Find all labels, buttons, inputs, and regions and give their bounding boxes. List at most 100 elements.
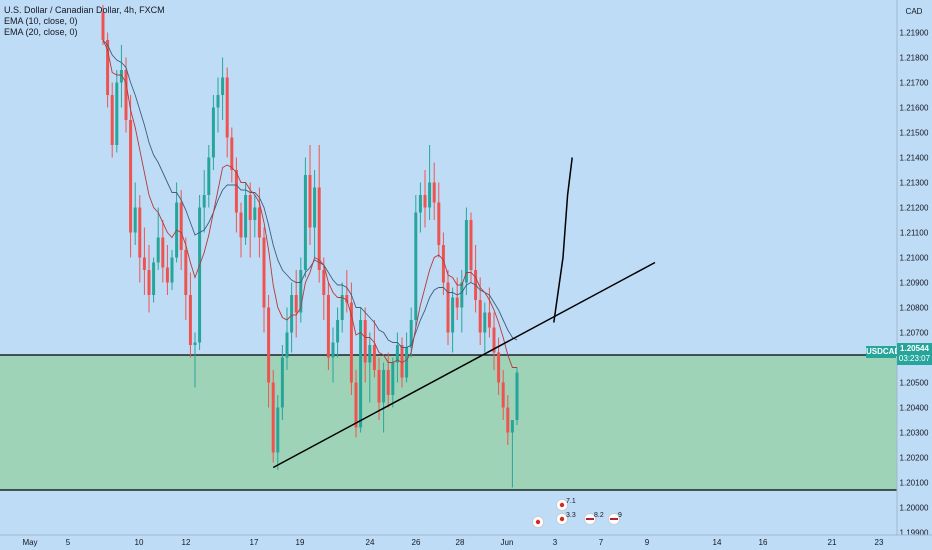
price-badge: 1.20544 03:23:07 xyxy=(897,343,932,365)
candle-body xyxy=(423,195,427,208)
time-tick: 12 xyxy=(182,538,191,547)
maple-leaf-icon xyxy=(559,502,565,508)
candle-body xyxy=(239,212,243,238)
candle-body xyxy=(244,195,248,238)
candle-body xyxy=(225,77,229,138)
candle-body xyxy=(322,270,326,295)
candle-body xyxy=(372,345,376,370)
price-tick: 1.20000 xyxy=(900,504,929,513)
candle-body xyxy=(280,357,284,408)
price-tick: 1.20500 xyxy=(900,379,929,388)
price-tick: 1.21600 xyxy=(900,104,929,113)
candle-body xyxy=(336,320,340,343)
candle-body xyxy=(515,372,519,420)
candle-body xyxy=(506,407,510,433)
price-tick: 1.20300 xyxy=(900,429,929,438)
candle-body xyxy=(101,12,105,40)
candle-body xyxy=(386,370,390,395)
candle-body xyxy=(395,345,399,363)
candle-body xyxy=(234,170,238,213)
candle-body xyxy=(161,237,165,268)
chart-legend: U.S. Dollar / Canadian Dollar, 4h, FXCM … xyxy=(4,5,165,38)
maple-leaf-icon xyxy=(559,516,565,522)
candle-body xyxy=(147,270,151,295)
time-axis[interactable]: May 5 10 12 17 19 24 26 28 Jun 3 7 9 14 16 21 23 xyxy=(0,534,932,547)
candle-body xyxy=(276,407,280,453)
candle-body xyxy=(262,237,266,308)
price-tick: 1.20900 xyxy=(900,279,929,288)
time-tick: May xyxy=(22,538,37,547)
candle-body xyxy=(216,95,220,108)
candle-body xyxy=(349,302,353,383)
candle-body xyxy=(133,207,137,233)
candle-body xyxy=(405,347,409,378)
legend-ema20[interactable]: EMA (20, close, 0) xyxy=(4,27,78,37)
ema20-line xyxy=(102,39,518,348)
candle-body xyxy=(184,250,188,295)
price-tick: 1.21200 xyxy=(900,204,929,213)
candle-body xyxy=(290,295,294,333)
candle-body xyxy=(400,345,404,378)
candle-body xyxy=(106,40,110,95)
legend-symbol[interactable]: U.S. Dollar / Canadian Dollar, 4h, FXCM xyxy=(4,5,165,15)
candle-body xyxy=(294,295,298,313)
time-tick: 17 xyxy=(250,538,259,547)
candle-body xyxy=(188,295,192,345)
candle-body xyxy=(464,220,468,283)
candle-body xyxy=(363,320,367,363)
candle-body xyxy=(317,187,321,270)
candle-body xyxy=(257,207,261,238)
us-stripes-icon xyxy=(610,518,618,520)
projection-line xyxy=(553,157,573,323)
event-markers[interactable]: 7.1 3.3 8.2 9 xyxy=(532,498,623,528)
candle-body xyxy=(354,382,358,428)
price-tick: 1.19900 xyxy=(900,529,929,538)
legend-ema10[interactable]: EMA (10, close, 0) xyxy=(4,16,78,26)
time-tick: 26 xyxy=(412,538,421,547)
candle-body xyxy=(221,77,225,95)
trendline xyxy=(272,261,656,469)
current-price: 1.20544 xyxy=(900,344,929,353)
event-value-label: 8.2 xyxy=(594,512,604,519)
candle-body xyxy=(211,107,215,158)
candle-body xyxy=(253,207,257,220)
candle-body xyxy=(451,297,455,333)
candle-body xyxy=(460,282,464,308)
candle-body xyxy=(331,342,335,358)
time-tick: 19 xyxy=(296,538,305,547)
candle-body xyxy=(308,175,312,228)
candle-body xyxy=(432,182,436,203)
candle-body xyxy=(340,295,344,320)
price-tick: 1.20700 xyxy=(900,329,929,338)
candle-body xyxy=(368,345,372,363)
candle-body xyxy=(129,120,133,233)
candle-body xyxy=(285,332,289,358)
candle-body xyxy=(345,295,349,303)
price-tick: 1.21800 xyxy=(900,54,929,63)
candle-body xyxy=(313,187,317,228)
candle-body xyxy=(193,342,197,345)
candle-body xyxy=(501,382,505,408)
price-tick: 1.20200 xyxy=(900,454,929,463)
price-tick: 1.20400 xyxy=(900,404,929,413)
candle-body xyxy=(487,312,491,328)
time-tick: 5 xyxy=(66,538,71,547)
candle-body xyxy=(455,297,459,308)
price-axis[interactable]: CAD 1.21900 1.21800 1.21700 1.21600 1.21500 1.… xyxy=(896,0,929,538)
candle-body xyxy=(207,157,211,195)
candle-body xyxy=(202,195,206,208)
us-stripes-icon xyxy=(586,518,594,520)
candle-body xyxy=(437,202,441,245)
price-tick: 1.21000 xyxy=(900,254,929,263)
candle-body xyxy=(441,245,445,283)
candle-body xyxy=(409,320,413,348)
candle-body xyxy=(299,270,303,313)
candle-body xyxy=(391,362,395,395)
candle-body xyxy=(179,202,183,250)
time-tick: 24 xyxy=(366,538,375,547)
candle-body xyxy=(478,300,482,333)
candle-body xyxy=(469,220,473,270)
support-zone xyxy=(0,355,897,490)
candle-body xyxy=(248,195,252,220)
